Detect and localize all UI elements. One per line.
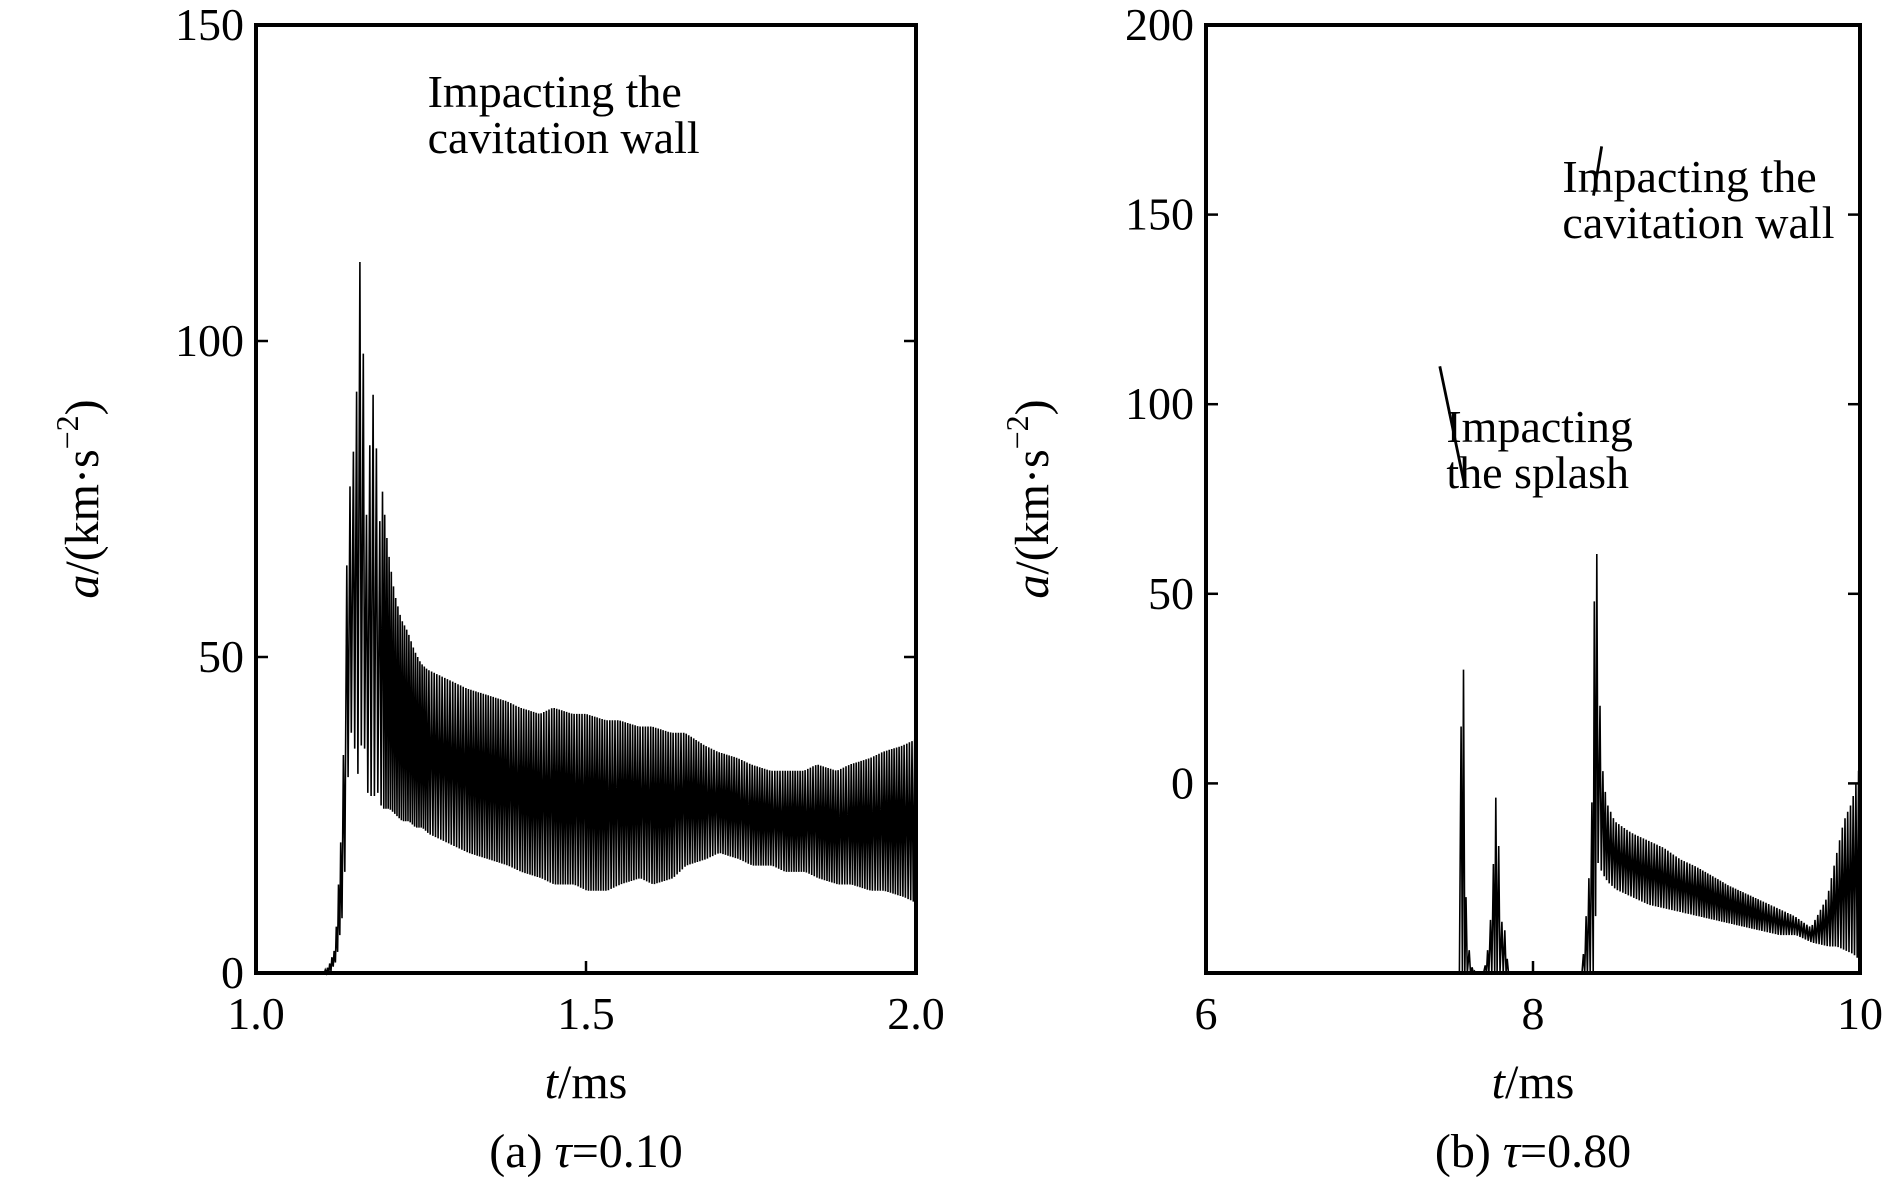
panel-a-ytick-label: 0: [221, 947, 244, 998]
panel-a-ytick-label: 50: [198, 631, 244, 682]
panel-a-ytick-label: 100: [175, 315, 244, 366]
panel-a-xtick-label: 1.5: [557, 988, 615, 1039]
panel-a-annotation-0-line: Impacting the: [428, 66, 682, 117]
panel-a-series-trace: [321, 261, 917, 976]
panel-b-ylabel-unit-open: /(km·s: [1006, 449, 1059, 574]
panel-b-xlabel-var: t: [1492, 1056, 1507, 1109]
panel-b-ylabel-unit-close: ): [1006, 399, 1059, 415]
panel-a-ylabel-exp: −2: [49, 415, 85, 449]
panel-b-ylabel-var: a: [1006, 575, 1059, 599]
panel-a-xtick-label: 1.0: [227, 988, 285, 1039]
panel-b-caption-symbol: τ: [1503, 1125, 1522, 1178]
panel-b-tick-group: 0 50 100 150 200 6 8 10: [1125, 0, 1883, 1039]
panel-b-xlabel-unit: /ms: [1505, 1056, 1574, 1109]
panel-a-xlabel-unit: /ms: [558, 1056, 627, 1109]
panel-b-annotation-0-line: Impacting the: [1562, 151, 1816, 202]
panel-a-ylabel-unit-close: ): [56, 399, 109, 415]
panel-b-xtick-label: 8: [1522, 988, 1545, 1039]
panel-b-chart: 0 50 100 150 200 6 8 10 Impacting thecavitation…: [999, 0, 1883, 1178]
panel-a-xlabel-var: t: [545, 1056, 560, 1109]
panel-b-annotation-1-line: the splash: [1446, 447, 1629, 498]
panel-a-caption-symbol: τ: [555, 1125, 574, 1178]
panel-a-series-0-line: [321, 261, 917, 976]
panel-a-ylabel-unit-open: /(km·s: [56, 449, 109, 574]
panel-b-xtick-label: 6: [1195, 988, 1218, 1039]
panel-b-ytick-label: 100: [1125, 378, 1194, 429]
panel-b-ytick-label: 0: [1171, 757, 1194, 808]
panel-b-y-axis-label: a/(km·s−2): [999, 399, 1059, 598]
panel-b-xtick-label: 10: [1837, 988, 1883, 1039]
panel-b-caption-prefix: (b): [1435, 1125, 1503, 1178]
panel-a-caption-value: =0.10: [572, 1125, 683, 1178]
panel-b-ytick-label: 200: [1125, 0, 1194, 50]
panel-a-caption-prefix: (a): [489, 1125, 554, 1178]
panel-a-chart: 0 50 100 150 1.0 1.5 2.0 Impacting thecavitati…: [49, 0, 945, 1178]
panel-b-series-0-line: [1451, 553, 1861, 976]
panel-b-series-trace: [1451, 553, 1861, 976]
panel-b-annotation-1-line: Impacting: [1446, 401, 1633, 452]
panel-b-caption: (b) τ=0.80: [1435, 1125, 1631, 1178]
panel-b-ytick-label: 150: [1125, 189, 1194, 240]
panel-b-caption-value: =0.80: [1520, 1125, 1631, 1178]
panel-a-xtick-label: 2.0: [887, 988, 945, 1039]
panel-b-annotation-0-leader-line: [1592, 146, 1604, 196]
panel-a-annotation-0-line: cavitation wall: [428, 112, 700, 163]
panel-a-x-axis-label: t/ms: [545, 1056, 628, 1109]
panel-b-x-axis-label: t/ms: [1492, 1056, 1575, 1109]
panel-a-y-axis-label: a/(km·s−2): [49, 399, 109, 598]
panel-b-ylabel-exp: −2: [999, 415, 1035, 449]
panel-a-tick-group: 0 50 100 150 1.0 1.5 2.0: [175, 0, 945, 1039]
panel-a-caption: (a) τ=0.10: [489, 1125, 683, 1178]
panel-a-ytick-label: 150: [175, 0, 244, 50]
panel-b-annotation-0-line: cavitation wall: [1562, 197, 1834, 248]
panel-a-ylabel-var: a: [56, 575, 109, 599]
panel-b-annotation-1-leader-line: [1438, 365, 1466, 485]
panel-b-ytick-label: 50: [1148, 568, 1194, 619]
